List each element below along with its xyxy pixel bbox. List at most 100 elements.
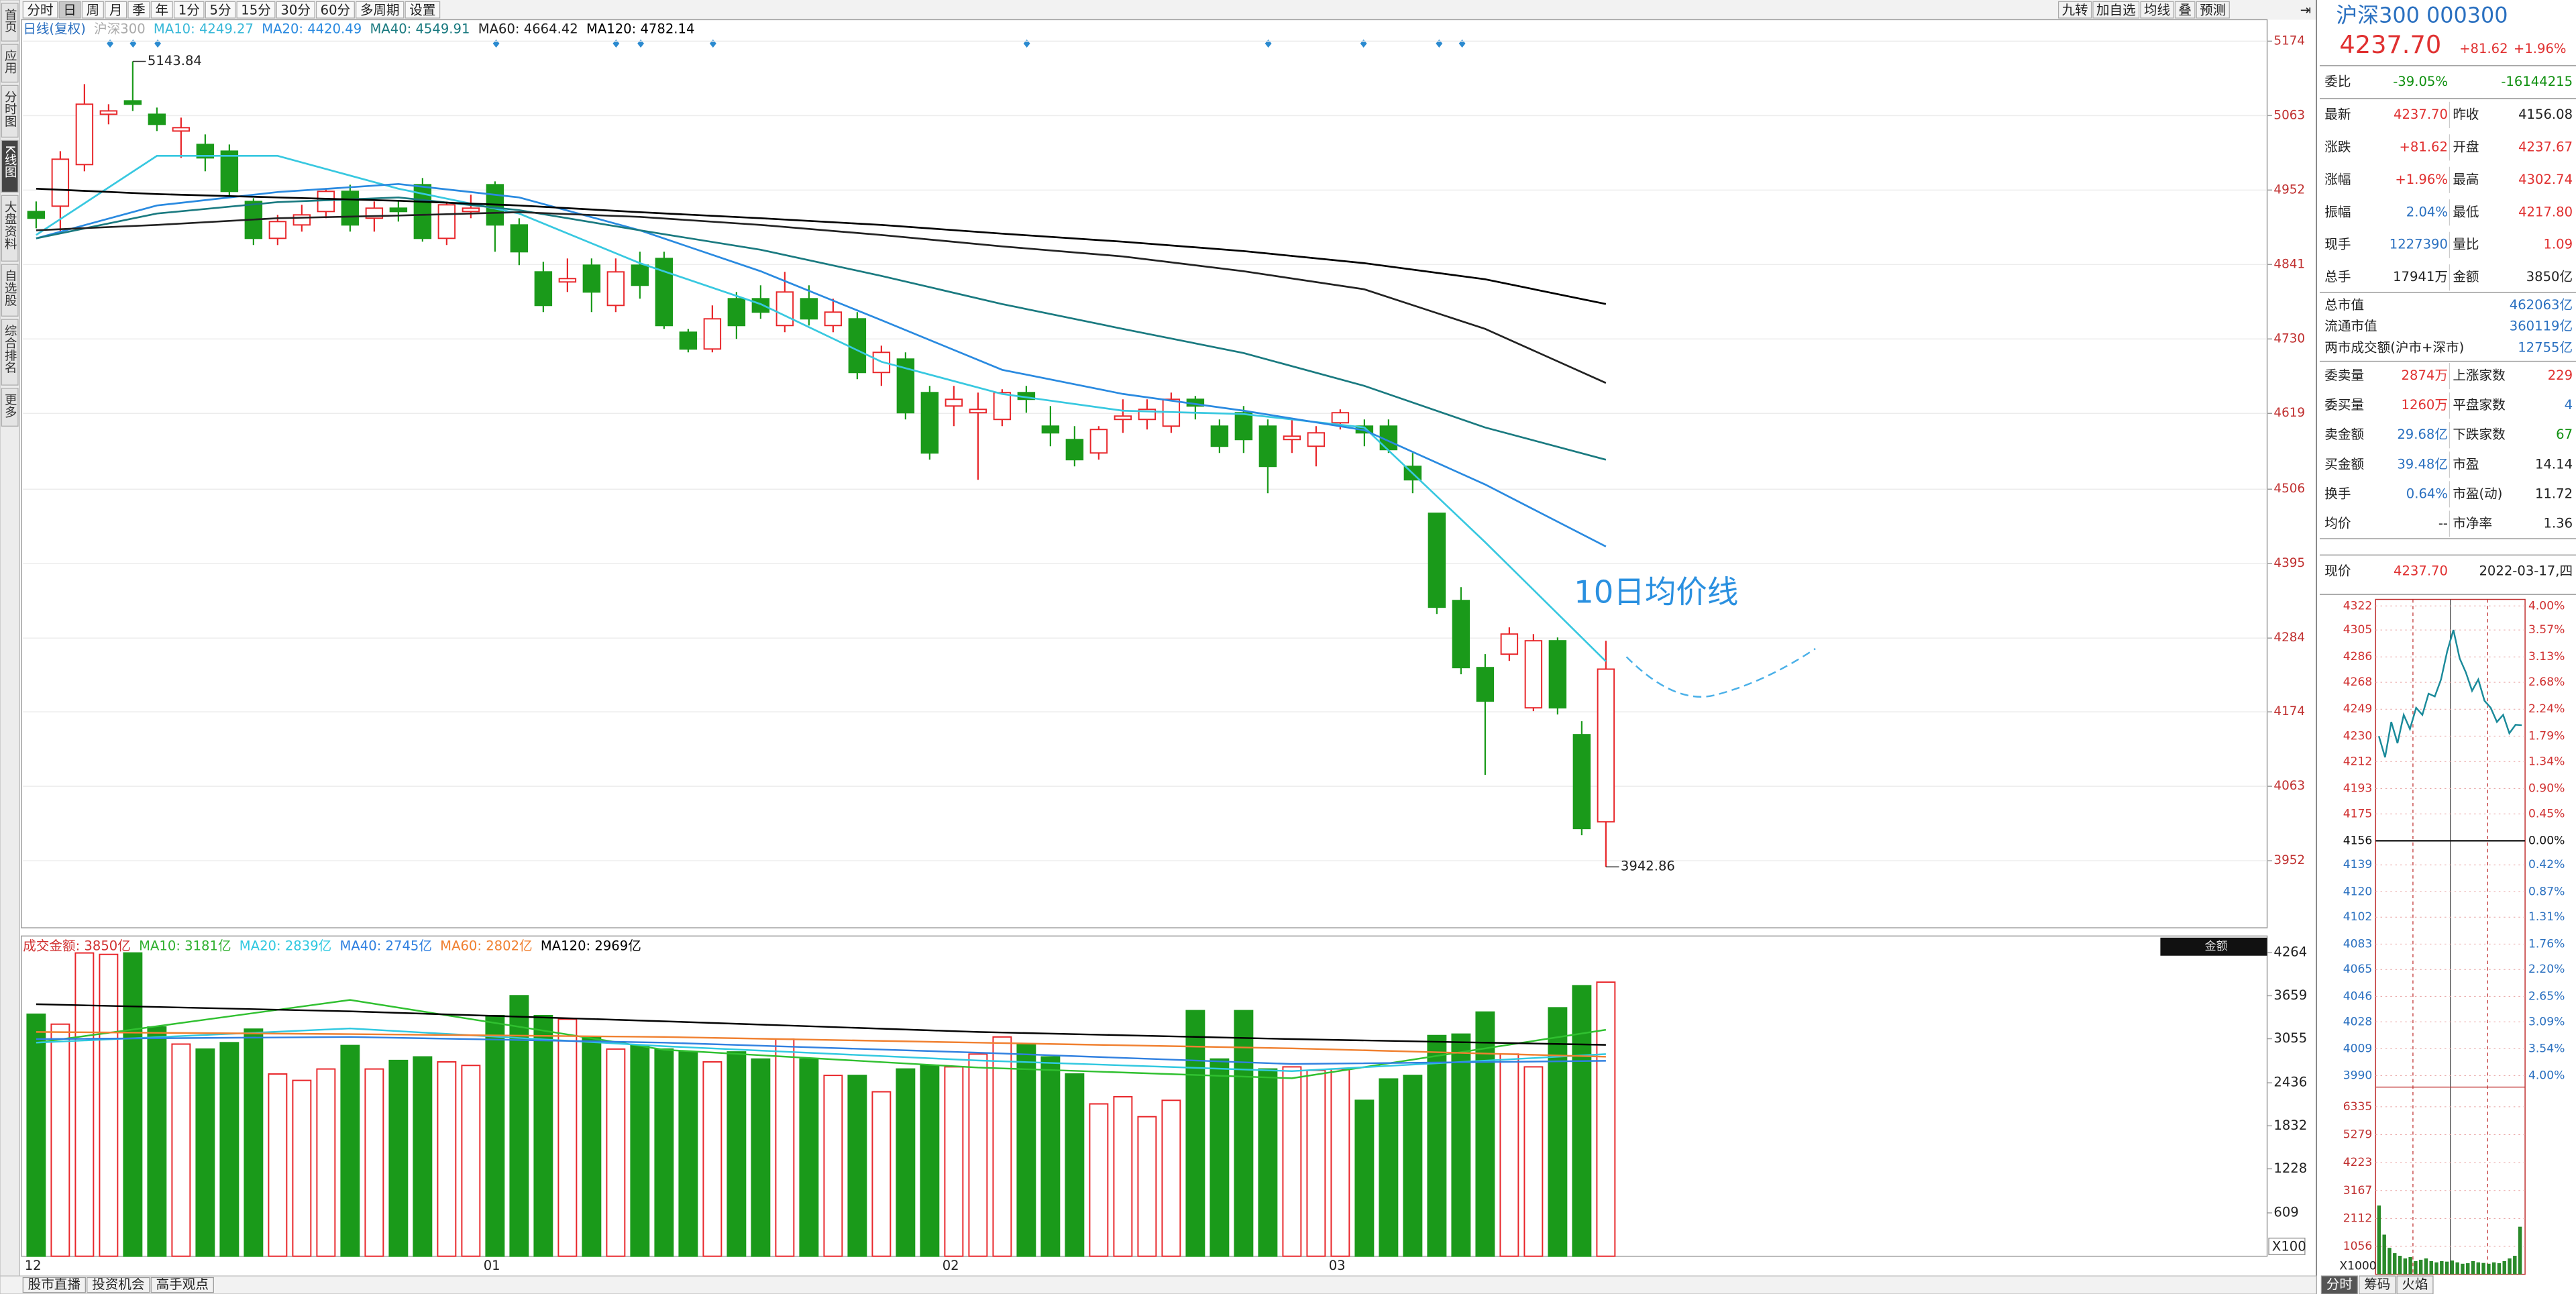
y-tick-label: 4305: [2343, 623, 2373, 637]
sidebar-item[interactable]: 自选股: [3, 269, 17, 306]
tool-button[interactable]: 加自选: [2096, 2, 2136, 17]
legend-item: MA20: 4420.49: [262, 21, 362, 37]
candle-body: [703, 318, 722, 350]
tab[interactable]: 年: [155, 2, 168, 17]
pct-label: 4.00%: [2528, 599, 2565, 612]
pct-label: 1.34%: [2528, 755, 2565, 768]
quote-label: 最低: [2453, 204, 2479, 219]
y-tick-label: 4230: [2343, 729, 2373, 743]
volume-bar: [316, 1068, 336, 1257]
volume-bar: [823, 1075, 843, 1257]
volume-bar: [171, 1043, 191, 1257]
sidebar-item[interactable]: K线图: [3, 146, 17, 178]
candle-body: [341, 191, 360, 226]
volume-bar: [437, 1061, 457, 1257]
intraday-volume-bar: [2513, 1256, 2517, 1275]
sidebar-item[interactable]: 更多: [3, 393, 17, 418]
tab[interactable]: 日: [63, 2, 76, 17]
ma-line: [36, 182, 1607, 547]
tab[interactable]: 月: [109, 2, 123, 17]
sidebar-item[interactable]: 分时图: [3, 91, 17, 127]
legend-item: MA120: 2969亿: [541, 938, 641, 954]
volume-bar: [1040, 1056, 1061, 1257]
quote-label: 卖金额: [2324, 427, 2364, 442]
bottom-tab-bg: [150, 1277, 214, 1293]
tab[interactable]: 5分: [209, 2, 231, 17]
y-tick-label: 4046: [2343, 989, 2373, 1003]
quote-value: +1.96%: [2395, 172, 2448, 187]
y-tick-label: 4284: [2273, 631, 2305, 645]
tool-button-bg: [2140, 1, 2174, 19]
tab[interactable]: 1分: [178, 2, 200, 17]
bottom-tab-bg: [22, 1277, 86, 1293]
sidebar-item-bg: [1, 195, 19, 262]
bottom-tab[interactable]: 高手观点: [156, 1277, 209, 1292]
intraday-volume-bar: [2418, 1259, 2423, 1275]
y-tick-label: 1228: [2273, 1161, 2307, 1176]
tab-bg: [58, 1, 81, 19]
candle-body: [679, 331, 698, 350]
quote-label: 买金额: [2324, 456, 2364, 472]
quote-value: 1227390: [2390, 237, 2448, 252]
volume-bar: [1451, 1033, 1471, 1257]
intraday-volume-bar: [2508, 1258, 2512, 1275]
candle-body: [1114, 415, 1132, 421]
candle-body: [1307, 432, 1326, 447]
ma-line: [36, 187, 1607, 305]
tab[interactable]: 15分: [241, 2, 271, 17]
quote-value: 229: [2548, 368, 2573, 383]
y-tick-label: 3990: [2343, 1069, 2373, 1082]
toolbar-icon[interactable]: ⇥: [2300, 2, 2311, 17]
volume-bar: [1548, 1007, 1568, 1257]
tab[interactable]: 周: [87, 2, 100, 17]
ma-line: [36, 1027, 1606, 1072]
intraday-volume-bar: [2414, 1260, 2418, 1275]
tab[interactable]: 30分: [280, 2, 311, 17]
tab[interactable]: 多周期: [360, 2, 400, 17]
bottom-tab[interactable]: 分时: [2326, 1277, 2353, 1292]
tab[interactable]: 60分: [321, 2, 351, 17]
quote-title: 沪深300 000300: [2336, 2, 2508, 28]
sidebar-item[interactable]: 大盘资料: [3, 201, 17, 250]
candle-body: [631, 264, 649, 286]
volume-bar: [992, 1036, 1012, 1257]
bottom-tab[interactable]: 筹码: [2364, 1277, 2390, 1292]
sidebar-item[interactable]: 综合排名: [3, 324, 17, 373]
tab[interactable]: 分时: [27, 2, 53, 17]
selector-bg[interactable]: [2160, 937, 2267, 956]
candle-body: [1065, 439, 1084, 461]
bottom-tab[interactable]: 火焰: [2402, 1277, 2428, 1292]
tool-button[interactable]: 叠: [2178, 2, 2192, 17]
tab[interactable]: 设置: [409, 2, 435, 17]
quote-value: 4302.74: [2518, 172, 2573, 187]
quote-value: 39.48亿: [2397, 456, 2448, 472]
selector[interactable]: 金额: [2205, 940, 2228, 953]
quote-label: 委买量: [2324, 397, 2364, 413]
sidebar-item[interactable]: 应用: [3, 49, 17, 74]
volume-bar: [292, 1079, 312, 1257]
y-tick-label: 4065: [2343, 963, 2373, 976]
tab[interactable]: 季: [132, 2, 146, 17]
candle-body: [1428, 513, 1446, 608]
volume-bar: [1282, 1066, 1302, 1257]
legend-item: 日线(复权): [23, 21, 86, 37]
quote-price: 4237.70: [2339, 30, 2441, 59]
tool-button[interactable]: 均线: [2144, 2, 2170, 17]
volume-bar: [1427, 1034, 1447, 1257]
bottom-tab[interactable]: 投资机会: [92, 1277, 144, 1292]
candle-body: [317, 191, 335, 213]
volume-bar: [364, 1068, 384, 1257]
tool-button[interactable]: 九转: [2061, 2, 2088, 17]
y-tick-label: 4063: [2273, 779, 2305, 793]
x-tick-label: 12: [25, 1258, 42, 1273]
tool-button[interactable]: 预测: [2200, 2, 2226, 17]
bottom-tab[interactable]: 股市直播: [28, 1277, 81, 1292]
quote-value: 1.09: [2543, 237, 2573, 252]
volume-bar: [896, 1068, 916, 1257]
volume-bar: [751, 1058, 771, 1257]
bottom-tab-bg: [2359, 1275, 2396, 1294]
quote-change: +81.62: [2459, 41, 2508, 56]
intraday-volume-bar: [2440, 1260, 2444, 1275]
sidebar-item[interactable]: 首页: [3, 8, 17, 33]
